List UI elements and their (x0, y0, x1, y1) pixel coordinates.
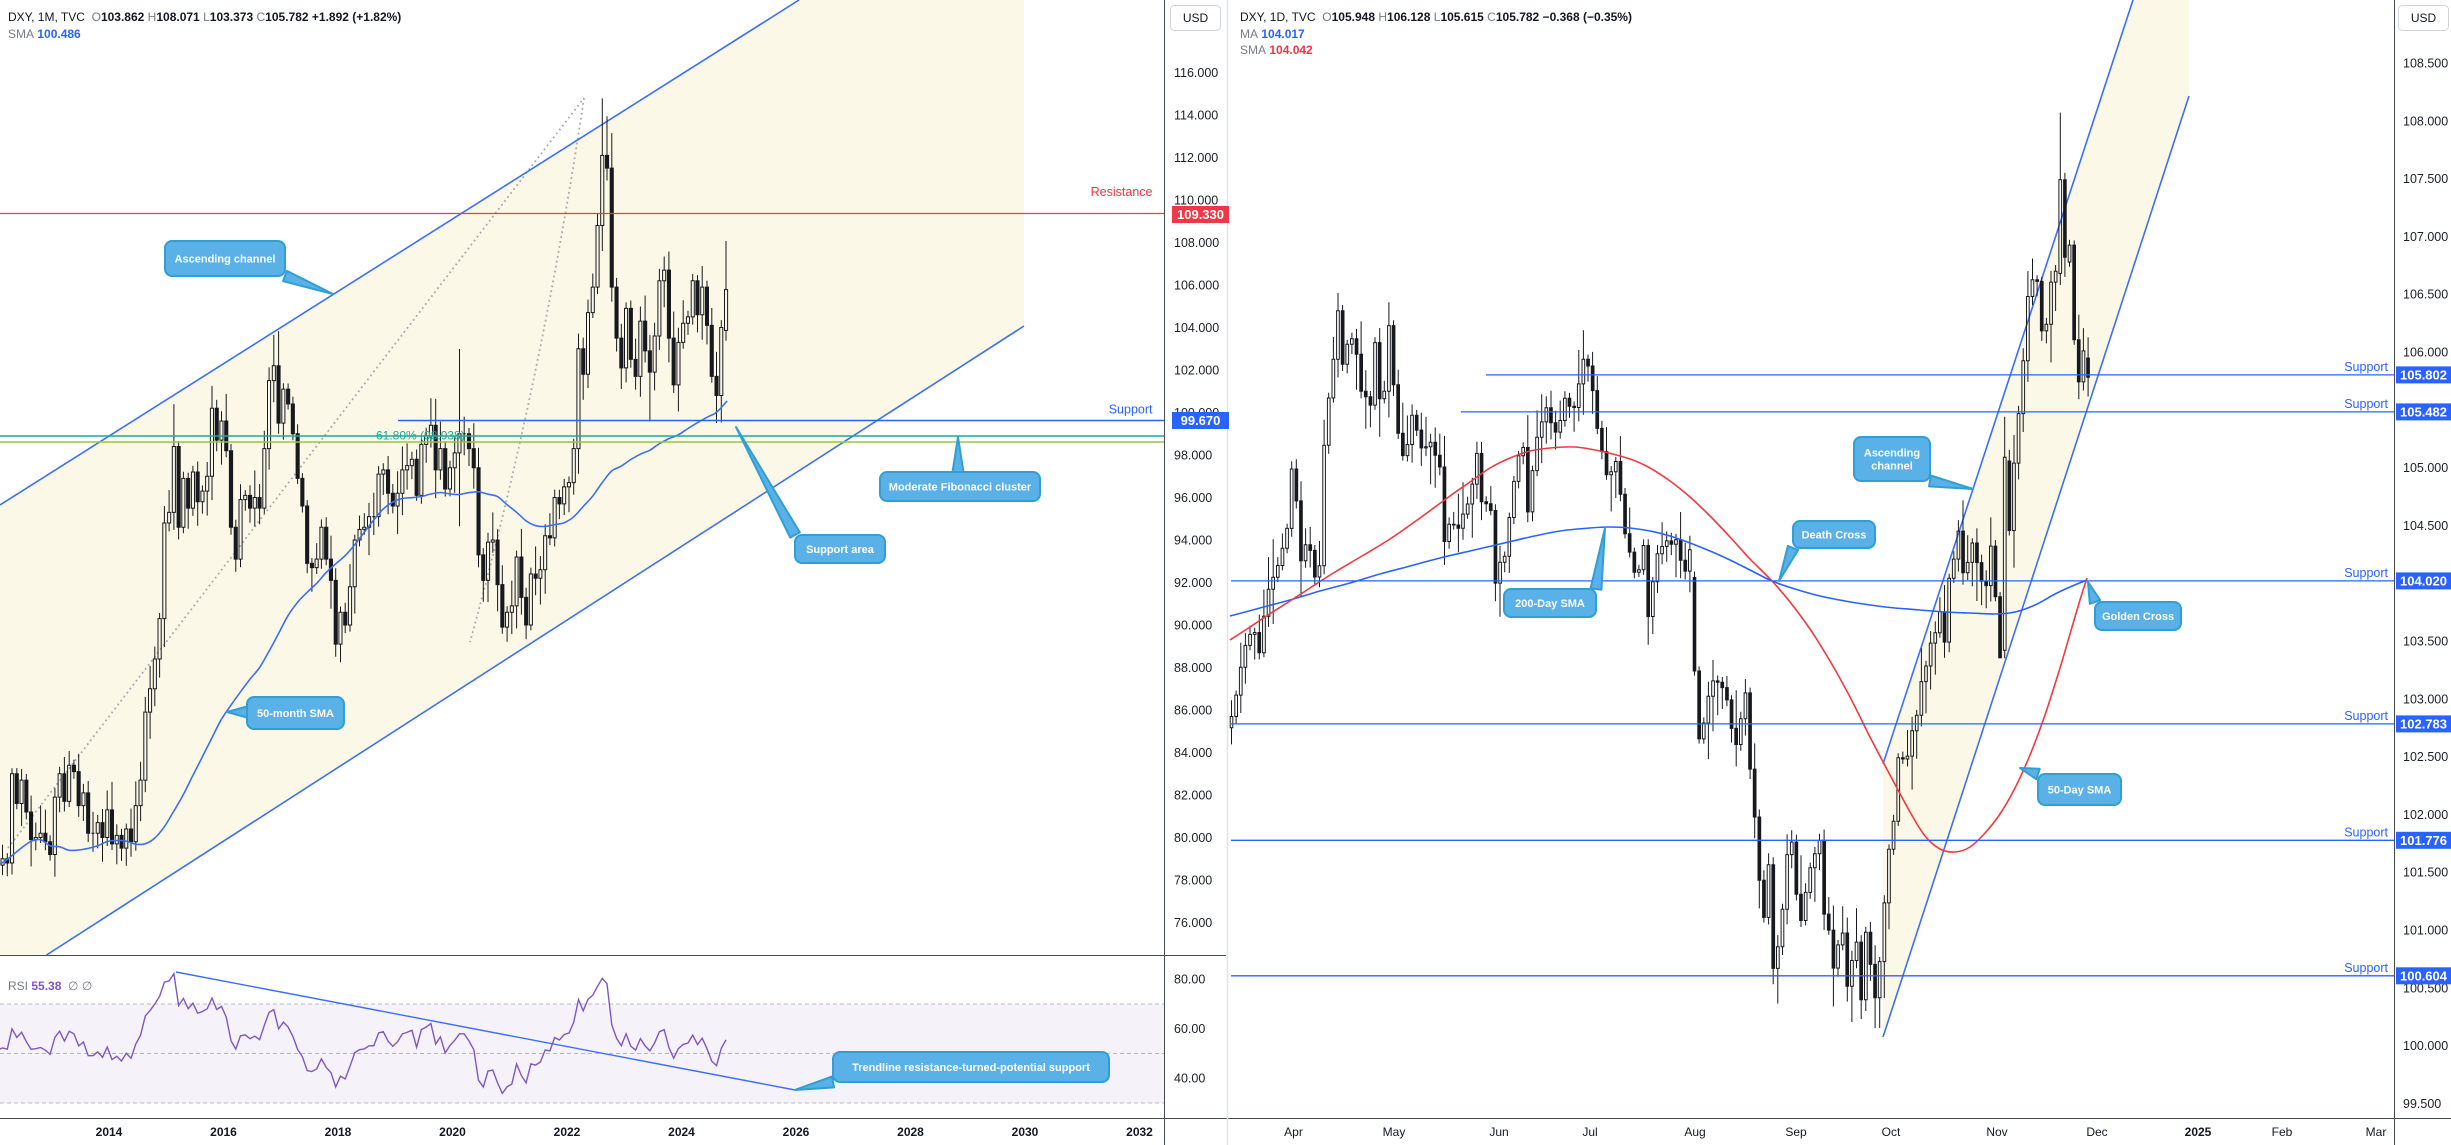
svg-text:106.000: 106.000 (2403, 346, 2448, 360)
svg-text:98.000: 98.000 (1174, 449, 1212, 463)
svg-text:90.000: 90.000 (1174, 619, 1212, 633)
svg-text:2024: 2024 (668, 1125, 695, 1139)
svg-text:Support: Support (2344, 709, 2388, 723)
svg-text:Support: Support (2344, 360, 2388, 374)
svg-text:Moderate Fibonacci cluster: Moderate Fibonacci cluster (889, 481, 1032, 493)
svg-text:84.000: 84.000 (1174, 746, 1212, 760)
svg-text:60.00: 60.00 (1174, 1022, 1205, 1036)
svg-text:channel: channel (1871, 460, 1913, 472)
svg-text:88.000: 88.000 (1174, 661, 1212, 675)
svg-text:Aug: Aug (1684, 1125, 1705, 1139)
svg-text:DXY, 1M, TVC O103.862 H108.07: DXY, 1M, TVC O103.862 H108.071 L103.373 … (8, 10, 401, 24)
svg-text:99.670: 99.670 (1181, 413, 1221, 428)
svg-text:Dec: Dec (2086, 1125, 2107, 1139)
svg-text:Support: Support (2344, 566, 2388, 580)
svg-text:105.482: 105.482 (2400, 405, 2447, 420)
svg-text:100.000: 100.000 (2403, 1039, 2448, 1053)
svg-text:82.000: 82.000 (1174, 789, 1212, 803)
svg-text:107.000: 107.000 (2403, 230, 2448, 244)
svg-text:2018: 2018 (325, 1125, 352, 1139)
svg-text:DXY, 1D, TVC O105.948 H106.12: DXY, 1D, TVC O105.948 H106.128 L105.615 … (1240, 10, 1632, 24)
svg-text:Ascending channel: Ascending channel (175, 253, 276, 265)
svg-text:2030: 2030 (1012, 1125, 1039, 1139)
svg-text:2020: 2020 (439, 1125, 466, 1139)
svg-text:2022: 2022 (554, 1125, 581, 1139)
svg-text:SMA 100.486: SMA 100.486 (8, 27, 81, 41)
svg-text:40.00: 40.00 (1174, 1072, 1205, 1086)
svg-text:80.000: 80.000 (1174, 831, 1212, 845)
svg-text:112.000: 112.000 (1174, 151, 1218, 165)
svg-text:103.000: 103.000 (2403, 692, 2448, 706)
svg-text:99.500: 99.500 (2403, 1097, 2441, 1111)
svg-text:106.000: 106.000 (1174, 279, 1219, 293)
svg-text:RSI 55.38 ∅ ∅: RSI 55.38 ∅ ∅ (8, 979, 92, 993)
svg-text:Mar: Mar (2366, 1125, 2387, 1139)
svg-text:100.604: 100.604 (2400, 968, 2448, 983)
svg-text:Jun: Jun (1489, 1125, 1508, 1139)
svg-text:78.000: 78.000 (1174, 874, 1212, 888)
svg-text:104.500: 104.500 (2403, 519, 2448, 533)
svg-text:102.000: 102.000 (2403, 808, 2448, 822)
svg-text:104.020: 104.020 (2400, 574, 2447, 589)
svg-text:86.000: 86.000 (1174, 704, 1212, 718)
svg-text:Resistance: Resistance (1091, 185, 1153, 199)
svg-text:102.000: 102.000 (1174, 364, 1219, 378)
svg-text:Support: Support (2344, 397, 2388, 411)
svg-text:106.500: 106.500 (2403, 288, 2448, 302)
svg-text:2028: 2028 (897, 1125, 924, 1139)
svg-text:USD: USD (2411, 11, 2437, 25)
svg-text:76.000: 76.000 (1174, 916, 1212, 930)
svg-text:USD: USD (1183, 11, 1209, 25)
svg-text:114.000: 114.000 (1174, 109, 1218, 123)
svg-text:SMA 104.042: SMA 104.042 (1240, 43, 1313, 57)
svg-text:2032: 2032 (1126, 1125, 1153, 1139)
svg-text:Trendline resistance-turned-po: Trendline resistance-turned-potential su… (852, 1062, 1090, 1074)
svg-text:50-Day SMA: 50-Day SMA (2048, 784, 2112, 796)
svg-text:103.500: 103.500 (2403, 635, 2448, 649)
svg-text:108.000: 108.000 (1174, 236, 1219, 250)
svg-text:Golden Cross: Golden Cross (2102, 611, 2174, 623)
svg-text:Oct: Oct (1882, 1125, 1901, 1139)
svg-text:101.000: 101.000 (2403, 924, 2448, 938)
svg-text:2016: 2016 (210, 1125, 237, 1139)
svg-text:104.000: 104.000 (1174, 321, 1219, 335)
svg-text:116.000: 116.000 (1174, 66, 1218, 80)
svg-text:94.000: 94.000 (1174, 534, 1212, 548)
svg-text:105.000: 105.000 (2403, 461, 2448, 475)
svg-text:92.000: 92.000 (1174, 576, 1212, 590)
svg-text:Feb: Feb (2272, 1125, 2293, 1139)
svg-text:101.776: 101.776 (2400, 833, 2447, 848)
svg-text:Nov: Nov (1986, 1125, 2007, 1139)
svg-text:2025: 2025 (2185, 1125, 2212, 1139)
svg-text:Support: Support (2344, 825, 2388, 839)
svg-text:Support: Support (1109, 403, 1153, 417)
svg-text:Apr: Apr (1284, 1125, 1303, 1139)
svg-text:100.500: 100.500 (2403, 981, 2448, 995)
svg-text:May: May (1383, 1125, 1406, 1139)
svg-text:MA 104.017: MA 104.017 (1240, 27, 1305, 41)
svg-text:108.500: 108.500 (2403, 57, 2448, 71)
svg-text:2014: 2014 (96, 1125, 123, 1139)
svg-text:2026: 2026 (783, 1125, 810, 1139)
svg-text:80.00: 80.00 (1174, 973, 1205, 987)
svg-text:Support: Support (2344, 961, 2388, 975)
svg-text:Sep: Sep (1785, 1125, 1807, 1139)
svg-text:Support area: Support area (806, 544, 875, 556)
svg-text:110.000: 110.000 (1174, 194, 1218, 208)
svg-text:109.330: 109.330 (1177, 207, 1224, 222)
svg-text:105.802: 105.802 (2400, 368, 2447, 383)
svg-text:107.500: 107.500 (2403, 172, 2448, 186)
svg-text:101.500: 101.500 (2403, 866, 2448, 880)
svg-text:200-Day SMA: 200-Day SMA (1515, 598, 1585, 610)
svg-text:96.000: 96.000 (1174, 491, 1212, 505)
svg-text:50-month SMA: 50-month SMA (257, 708, 334, 720)
svg-text:102.783: 102.783 (2400, 717, 2447, 732)
svg-text:108.000: 108.000 (2403, 114, 2448, 128)
svg-text:61.80% (98.938): 61.80% (98.938) (376, 429, 465, 443)
svg-text:Death Cross: Death Cross (1802, 529, 1867, 541)
svg-text:102.500: 102.500 (2403, 750, 2448, 764)
svg-text:Ascending: Ascending (1864, 447, 1920, 459)
svg-text:Jul: Jul (1582, 1125, 1597, 1139)
